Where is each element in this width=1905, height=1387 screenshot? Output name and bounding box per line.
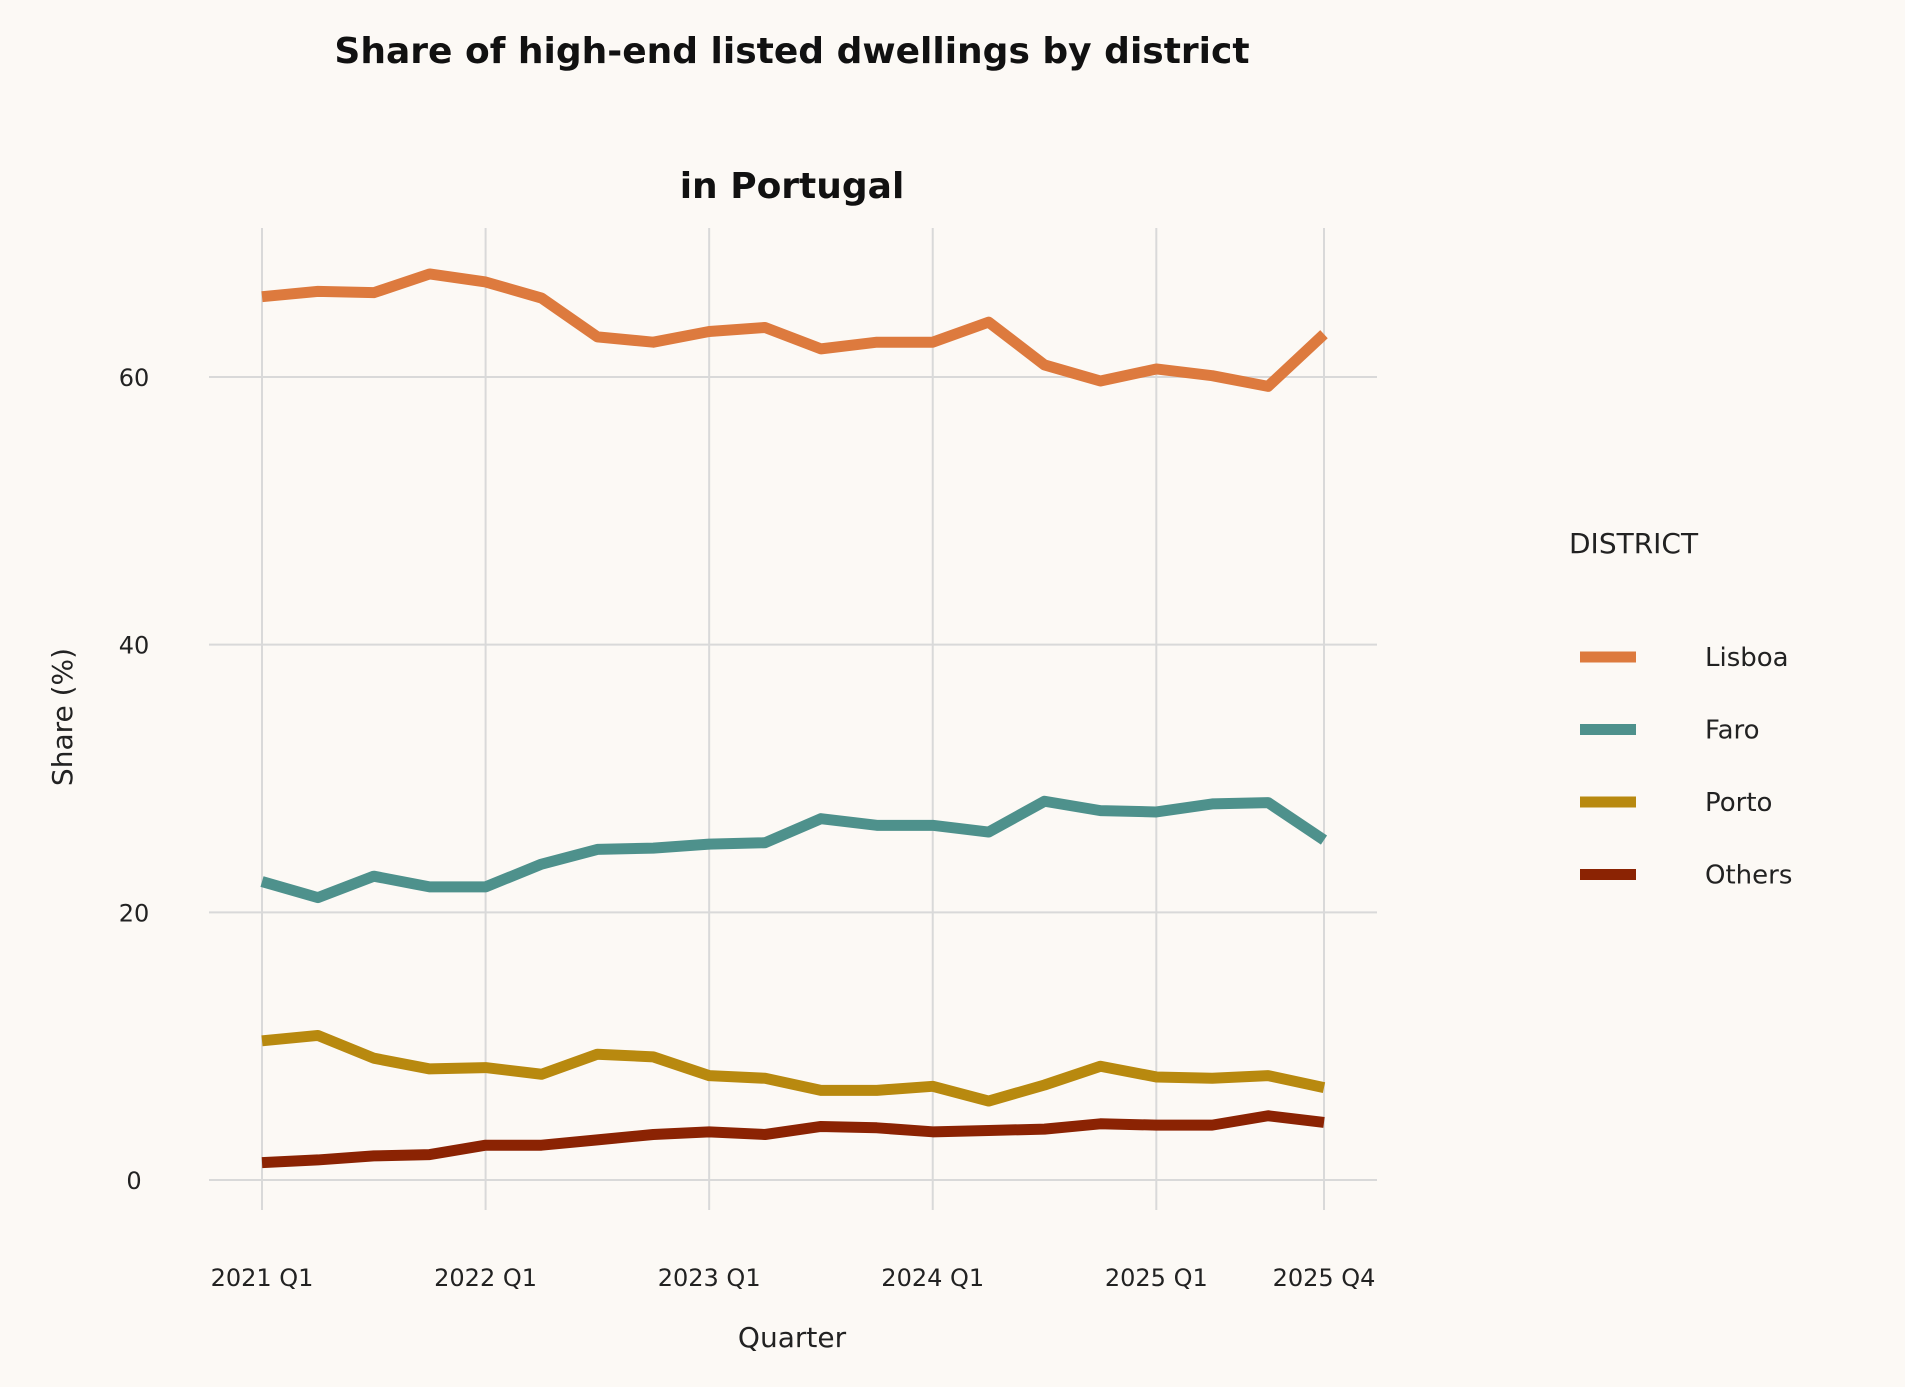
series-lines [260, 268, 1328, 1169]
x-tick-label: 2022 Q1 [434, 1264, 537, 1292]
x-tick-label: 2024 Q1 [881, 1264, 984, 1292]
legend: Lisboa Faro Porto Others [1580, 643, 1792, 891]
series-line-porto [261, 1029, 1326, 1107]
x-tick-label: 2025 Q4 [1273, 1264, 1376, 1292]
legend-label-porto: Porto [1705, 788, 1772, 818]
x-tick-labels: 2021 Q1 2022 Q1 2023 Q1 2024 Q1 2025 Q1 2025 … [211, 1264, 1376, 1292]
y-tick-label: 0 [126, 1167, 141, 1195]
series-line-faro [260, 795, 1328, 904]
chart-title-line-2: in Portugal [680, 166, 905, 207]
series-line-lisboa [261, 268, 1328, 392]
x-tick-label: 2025 Q1 [1105, 1264, 1208, 1292]
x-tick-label: 2021 Q1 [211, 1264, 314, 1292]
legend-title: DISTRICT [1569, 527, 1699, 560]
x-tick-label: 2023 Q1 [658, 1264, 761, 1292]
legend-label-others: Others [1705, 861, 1792, 891]
y-tick-labels: 0 20 40 60 [119, 364, 150, 1195]
y-axis-label: Share (%) [46, 648, 79, 786]
legend-label-lisboa: Lisboa [1705, 643, 1789, 673]
x-axis-label: Quarter [738, 1321, 847, 1354]
series-line-others [261, 1110, 1325, 1169]
y-tick-label: 60 [119, 364, 150, 392]
gridlines [209, 228, 1377, 1210]
y-tick-label: 20 [119, 899, 150, 927]
y-tick-label: 40 [119, 632, 150, 660]
chart-title-line-1: Share of high-end listed dwellings by di… [334, 31, 1249, 72]
legend-label-faro: Faro [1705, 716, 1760, 746]
